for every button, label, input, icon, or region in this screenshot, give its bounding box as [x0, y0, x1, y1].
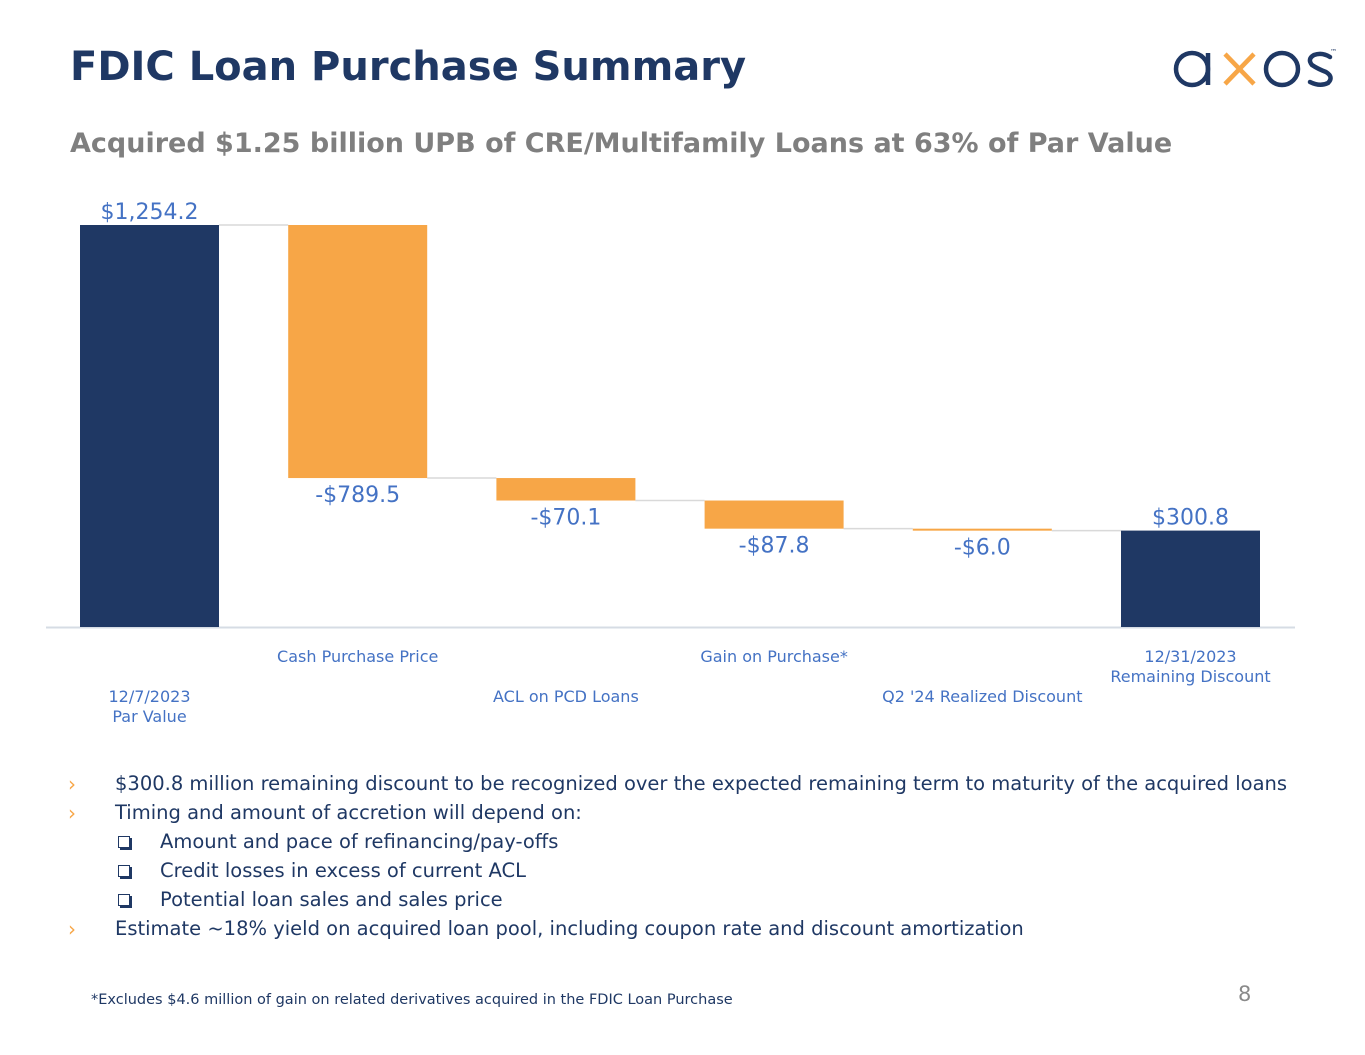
chevron-right-icon: › [68, 801, 76, 825]
waterfall-chart: $1,254.2 -$789.5 -$70.1 -$87.8 -$6.0 $300.8 12… [46, 200, 1295, 726]
checkbox-square-icon [118, 865, 130, 877]
bar-1 [288, 225, 428, 479]
bullet-text: Amount and pace of refinancing/pay-offs [160, 830, 559, 853]
data-label-2: -$70.1 [530, 506, 601, 531]
data-label-4: -$6.0 [954, 536, 1011, 561]
bullet-text: Timing and amount of accretion will depe… [115, 801, 582, 824]
data-label-3: -$87.8 [739, 534, 810, 559]
checkbox-square-icon [118, 894, 130, 906]
logo-letter-s [1307, 51, 1333, 87]
category-label-0: 12/7/2023 Par Value [108, 687, 190, 726]
data-label-0: $1,254.2 [101, 200, 199, 225]
chevron-right-icon: › [68, 772, 76, 796]
footnote: *Excludes $4.6 million of gain on relate… [91, 992, 733, 1008]
bullet-list: › $300.8 million remaining discount to be… [68, 772, 1298, 946]
bar-3 [704, 500, 844, 529]
page-subtitle: Acquired $1.25 billion UPB of CRE/Multif… [70, 128, 1173, 159]
bar-2 [496, 478, 636, 501]
page-number: 8 [1238, 982, 1252, 1006]
category-label-4: Q2 '24 Realized Discount [882, 687, 1082, 706]
bar-4 [912, 528, 1052, 531]
chevron-right-icon: › [68, 917, 76, 941]
logo-trademark: ™ [1330, 48, 1337, 56]
bar-0 [80, 225, 219, 627]
sub-bullet-item-4: Potential loan sales and sales price [68, 888, 1298, 912]
checkbox-square-icon [118, 836, 130, 848]
axos-logo: ™ [1173, 48, 1337, 88]
category-label-3: Gain on Purchase* [700, 647, 848, 666]
bullet-text: $300.8 million remaining discount to be … [115, 772, 1288, 795]
bullet-item-0: › $300.8 million remaining discount to be… [68, 772, 1298, 796]
bullet-text: Credit losses in excess of current ACL [160, 859, 526, 882]
data-label-5: $300.8 [1152, 506, 1229, 531]
data-label-1: -$789.5 [315, 483, 400, 508]
bullet-text: Potential loan sales and sales price [160, 888, 503, 911]
category-label-1: Cash Purchase Price [277, 647, 438, 666]
logo-letter-o [1263, 50, 1301, 88]
category-label-2: ACL on PCD Loans [493, 687, 639, 706]
bar-5 [1121, 530, 1260, 627]
bullet-item-5: › Estimate ~18% yield on acquired loan po… [68, 917, 1298, 941]
page-title: FDIC Loan Purchase Summary [70, 44, 747, 90]
bullet-text: Estimate ~18% yield on acquired loan poo… [115, 917, 1024, 940]
sub-bullet-item-2: Amount and pace of refinancing/pay-offs [68, 830, 1298, 854]
sub-bullet-item-3: Credit losses in excess of current ACL [68, 859, 1298, 883]
bullet-item-1: › Timing and amount of accretion will dep… [68, 801, 1298, 825]
category-label-5: 12/31/2023 Remaining Discount [1110, 647, 1270, 686]
